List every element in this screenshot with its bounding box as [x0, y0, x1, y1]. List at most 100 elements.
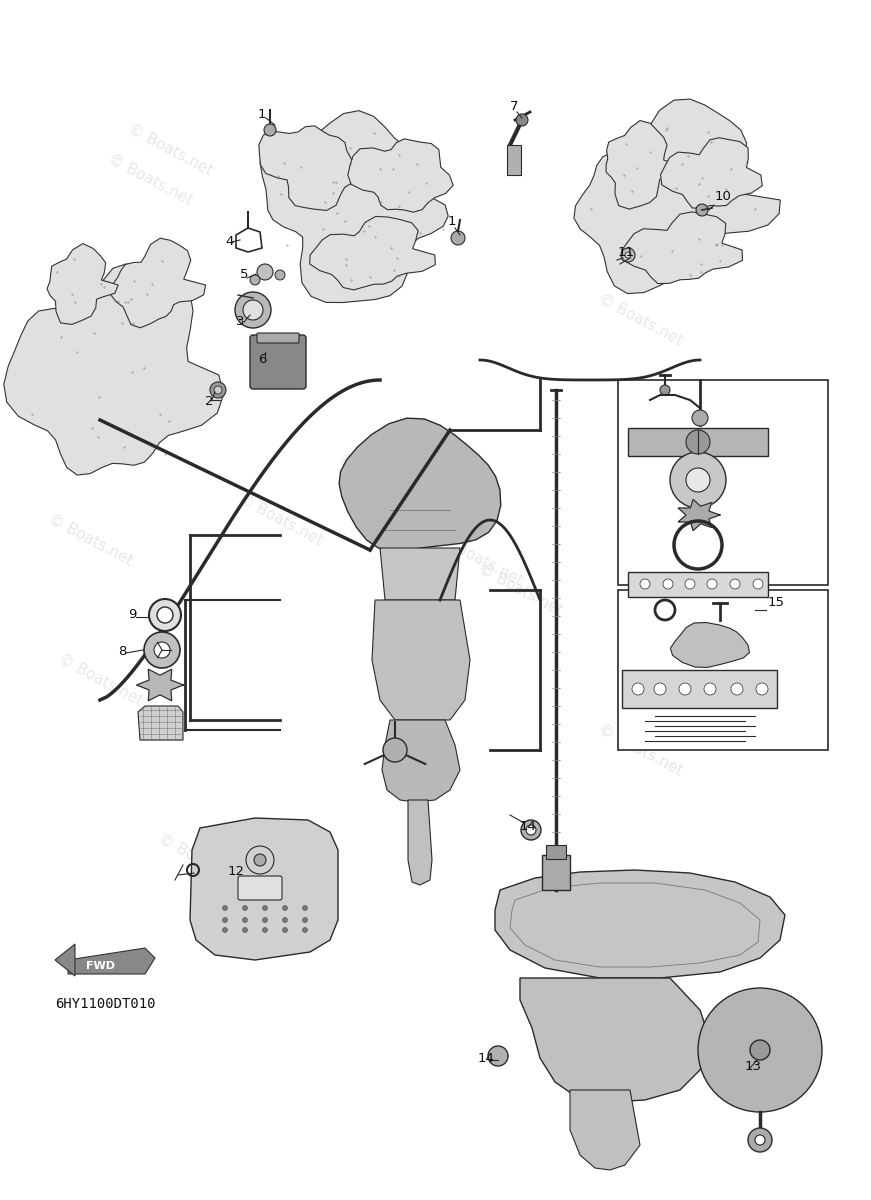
Polygon shape	[382, 720, 460, 802]
Text: 8: 8	[118, 646, 126, 658]
Text: 11: 11	[618, 246, 635, 259]
Polygon shape	[660, 138, 762, 209]
Bar	[507, 145, 521, 175]
Circle shape	[282, 928, 287, 932]
Polygon shape	[679, 499, 720, 530]
Polygon shape	[259, 126, 359, 210]
Polygon shape	[570, 1090, 640, 1170]
Text: © Boats.net: © Boats.net	[476, 562, 564, 618]
Text: 2: 2	[205, 395, 213, 408]
Polygon shape	[137, 670, 184, 701]
Text: 5: 5	[240, 268, 248, 281]
Circle shape	[750, 1040, 770, 1060]
Circle shape	[621, 248, 635, 262]
Text: © Boats.net: © Boats.net	[45, 511, 135, 569]
Text: © Boats.net: © Boats.net	[125, 121, 215, 179]
Polygon shape	[495, 870, 785, 978]
Text: © Boats.net: © Boats.net	[105, 151, 195, 209]
Text: 1: 1	[258, 108, 267, 121]
Circle shape	[526, 826, 536, 835]
Circle shape	[698, 988, 822, 1112]
Bar	[546, 845, 566, 859]
Circle shape	[242, 928, 247, 932]
Text: 1: 1	[448, 215, 456, 228]
Circle shape	[264, 124, 276, 136]
Text: © Boats.net: © Boats.net	[235, 492, 325, 548]
Polygon shape	[408, 800, 432, 886]
Circle shape	[222, 928, 227, 932]
Text: © Boats.net: © Boats.net	[335, 451, 425, 509]
Polygon shape	[520, 978, 710, 1102]
Text: 6HY1100DT010: 6HY1100DT010	[55, 997, 156, 1010]
Circle shape	[235, 292, 271, 328]
Circle shape	[302, 906, 307, 911]
Text: © Boats.net: © Boats.net	[595, 721, 685, 779]
Circle shape	[262, 918, 267, 923]
Circle shape	[210, 382, 226, 398]
Bar	[542, 854, 570, 890]
Text: 6: 6	[258, 353, 267, 366]
Circle shape	[756, 683, 768, 695]
Circle shape	[275, 270, 285, 280]
Text: 12: 12	[228, 865, 245, 878]
Bar	[618, 380, 828, 584]
Text: 14: 14	[520, 820, 537, 833]
Text: 3: 3	[236, 314, 245, 328]
Circle shape	[632, 683, 644, 695]
Polygon shape	[372, 600, 470, 720]
Circle shape	[731, 683, 743, 695]
Polygon shape	[574, 100, 780, 294]
Circle shape	[214, 386, 222, 394]
Circle shape	[640, 578, 650, 589]
Text: 9: 9	[128, 608, 137, 622]
Circle shape	[451, 230, 465, 245]
Circle shape	[707, 578, 717, 589]
Circle shape	[282, 906, 287, 911]
Polygon shape	[339, 418, 501, 551]
Circle shape	[521, 820, 541, 840]
Text: FWD: FWD	[85, 961, 114, 971]
Polygon shape	[606, 120, 679, 209]
Bar	[628, 428, 768, 456]
Circle shape	[383, 738, 407, 762]
Circle shape	[670, 452, 726, 508]
Circle shape	[748, 1128, 772, 1152]
Circle shape	[250, 275, 260, 284]
Circle shape	[154, 642, 170, 658]
Circle shape	[686, 430, 710, 454]
Text: 15: 15	[768, 596, 785, 608]
Circle shape	[625, 252, 631, 258]
Polygon shape	[47, 244, 118, 324]
Circle shape	[144, 632, 180, 668]
FancyBboxPatch shape	[238, 876, 282, 900]
Polygon shape	[3, 264, 224, 475]
Bar	[622, 670, 777, 708]
Circle shape	[302, 928, 307, 932]
Polygon shape	[622, 212, 742, 283]
Circle shape	[149, 599, 181, 631]
Polygon shape	[310, 216, 436, 290]
Circle shape	[257, 264, 273, 280]
Circle shape	[753, 578, 763, 589]
Circle shape	[262, 928, 267, 932]
Polygon shape	[348, 139, 453, 212]
Circle shape	[660, 385, 670, 395]
Polygon shape	[68, 948, 155, 974]
Polygon shape	[111, 238, 206, 328]
Text: © Boats.net: © Boats.net	[55, 652, 145, 708]
Text: © Boats.net: © Boats.net	[155, 832, 245, 888]
Text: 14: 14	[478, 1052, 495, 1066]
Text: 10: 10	[715, 190, 732, 203]
Circle shape	[302, 918, 307, 923]
FancyBboxPatch shape	[257, 332, 299, 343]
Circle shape	[663, 578, 673, 589]
Polygon shape	[260, 110, 449, 302]
Text: © Boats.net: © Boats.net	[595, 292, 685, 348]
Circle shape	[755, 1135, 765, 1145]
Circle shape	[685, 578, 695, 589]
Circle shape	[242, 918, 247, 923]
Polygon shape	[55, 944, 75, 976]
Circle shape	[242, 906, 247, 911]
Circle shape	[243, 300, 263, 320]
Polygon shape	[380, 548, 460, 600]
